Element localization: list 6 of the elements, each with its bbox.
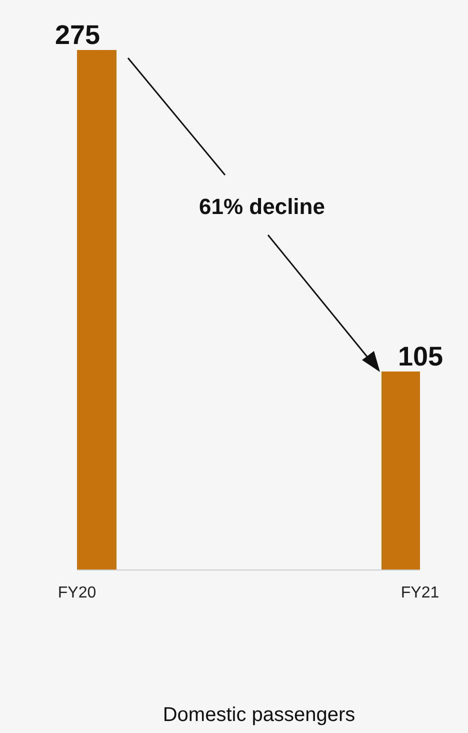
data-label: 105 [398,341,444,372]
x-tick-label: FY21 [400,584,440,602]
text: Domestic passengers [162,704,356,727]
x-tick-label: FY20 [58,584,96,602]
data-label: 275 [54,20,100,50]
annotation: 61% decline [198,194,326,220]
